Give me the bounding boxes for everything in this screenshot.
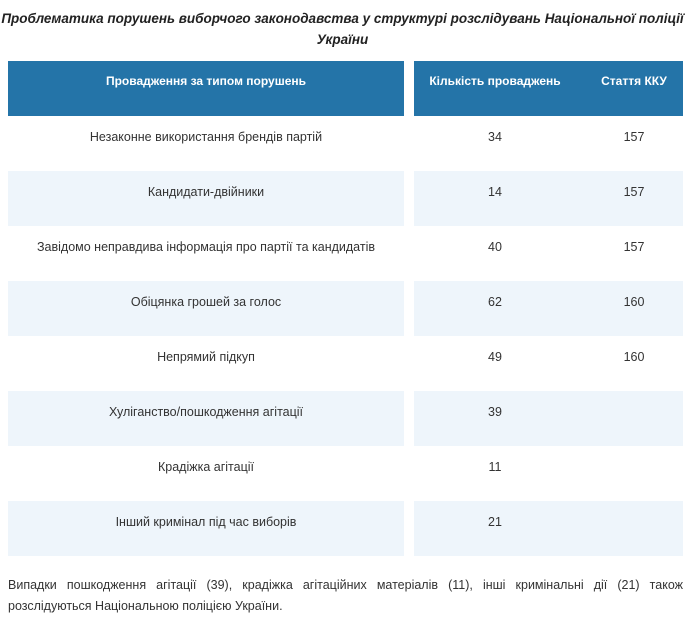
footnote: Випадки пошкодження агітації (39), краді… bbox=[8, 578, 683, 613]
cell-count: 40 bbox=[488, 240, 502, 254]
cell-article: 160 bbox=[623, 350, 645, 364]
cell-type: Кандидати-двійники bbox=[147, 185, 265, 199]
cell-article: 157 bbox=[623, 240, 645, 254]
header-count: Кількість проваджень bbox=[429, 74, 561, 88]
cell-type: Завідомо неправдива інформація про парті… bbox=[37, 240, 375, 254]
table-row: Хуліганство/пошкодження агітації 39 bbox=[8, 391, 683, 446]
table-row: Крадіжка агітації 11 bbox=[8, 446, 683, 501]
cell-article: 157 bbox=[623, 130, 645, 144]
cell-article: 160 bbox=[623, 295, 645, 309]
cell-article: 157 bbox=[623, 185, 645, 199]
cell-type: Незаконне використання брендів партій bbox=[89, 130, 323, 144]
table-row: Інший кримінал під час виборів 21 bbox=[8, 501, 683, 556]
cell-type: Непрямий підкуп bbox=[157, 350, 255, 364]
cell-type: Крадіжка агітації bbox=[157, 460, 255, 474]
table-row: Обіцянка грошей за голос 62 160 bbox=[8, 281, 683, 336]
table-row: Завідомо неправдива інформація про парті… bbox=[8, 226, 683, 281]
cell-type: Обіцянка грошей за голос bbox=[130, 295, 282, 309]
table-row: Кандидати-двійники 14 157 bbox=[8, 171, 683, 226]
header-article: Стаття ККУ bbox=[601, 74, 667, 88]
table-row: Непрямий підкуп 49 160 bbox=[8, 336, 683, 391]
cell-count: 21 bbox=[488, 515, 502, 529]
cell-count: 39 bbox=[488, 405, 502, 419]
cell-count: 34 bbox=[488, 130, 502, 144]
cell-count: 49 bbox=[488, 350, 502, 364]
cell-count: 11 bbox=[488, 460, 502, 474]
table-header: Провадження за типом порушень Кількість … bbox=[8, 61, 683, 116]
table-row: Незаконне використання брендів партій 34… bbox=[8, 116, 683, 171]
cell-count: 62 bbox=[488, 295, 502, 309]
cell-type: Інший кримінал під час виборів bbox=[115, 515, 297, 529]
cell-count: 14 bbox=[488, 185, 502, 199]
header-type: Провадження за типом порушень bbox=[105, 74, 307, 88]
cell-type: Хуліганство/пошкодження агітації bbox=[108, 405, 304, 419]
table-title: Проблематика порушень виборчого законода… bbox=[1, 11, 684, 47]
